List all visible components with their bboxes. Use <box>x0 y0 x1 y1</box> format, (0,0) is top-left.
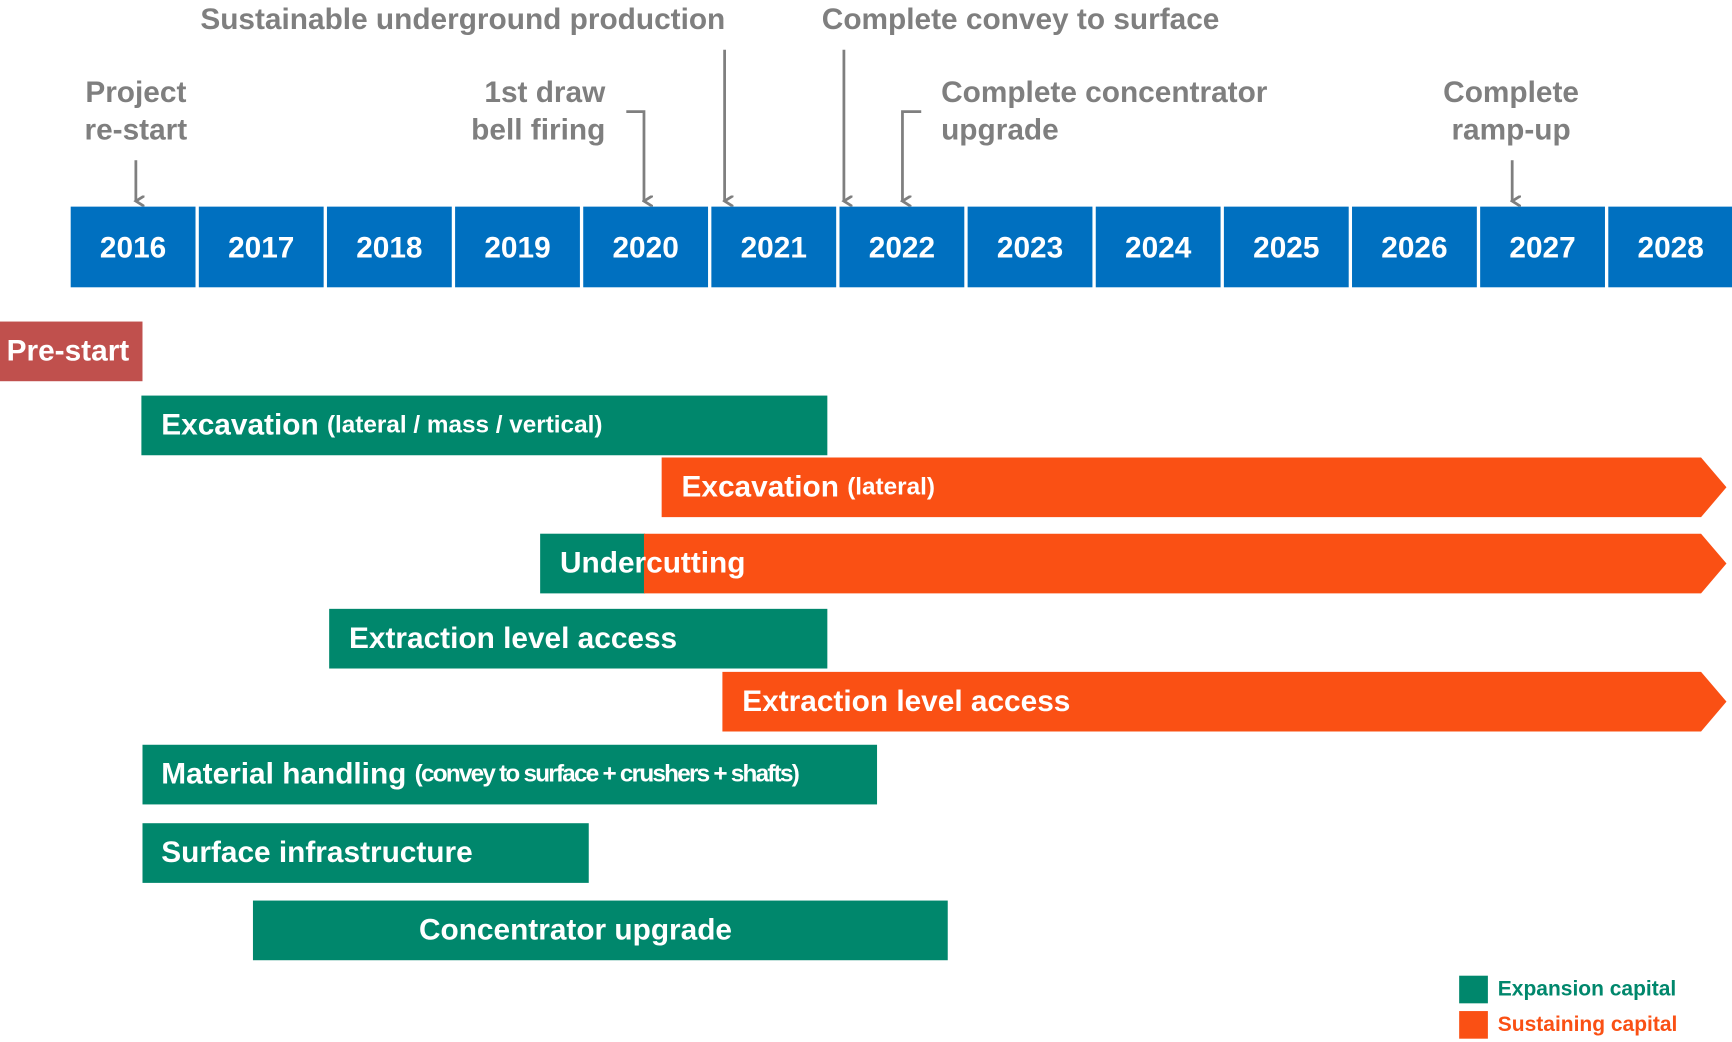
bar <box>141 395 828 456</box>
year-box <box>1608 206 1732 288</box>
bar <box>540 533 646 594</box>
bar-label: Material handling (convey to surface + c… <box>161 758 798 791</box>
bar-label: Extraction level access <box>349 622 677 655</box>
milestone-label: 1st draw <box>484 76 606 109</box>
bar-label: Excavation (lateral) <box>682 470 935 503</box>
bar-title: Extraction level access <box>742 685 1070 718</box>
bar <box>722 671 1727 732</box>
year-label: 2018 <box>356 232 422 265</box>
milestone-label: re-start <box>85 113 188 146</box>
bar-sublabel: (lateral / mass / vertical) <box>327 412 602 439</box>
milestone-label: Complete <box>1443 76 1579 109</box>
year-box <box>70 206 196 288</box>
bar-label: Surface infrastructure <box>161 836 472 869</box>
bar-title: Excavation <box>682 470 839 503</box>
bar <box>643 533 1727 594</box>
bar-space <box>839 470 847 503</box>
milestone-label: Complete convey to surface <box>822 3 1220 36</box>
bar-label: Excavation (lateral / mass / vertical) <box>161 408 602 441</box>
bar <box>661 457 1727 518</box>
bar-title: Excavation <box>161 408 318 441</box>
bar <box>329 608 828 669</box>
bar-space <box>319 408 327 441</box>
bar <box>142 823 589 883</box>
year-label: 2025 <box>1253 232 1319 265</box>
milestone-label: bell firing <box>471 113 605 146</box>
year-box <box>198 206 324 288</box>
year-box <box>583 206 709 288</box>
year-label: 2024 <box>1125 232 1192 265</box>
year-label: 2019 <box>484 232 550 265</box>
year-label: 2028 <box>1638 232 1704 265</box>
bar-title: Surface infrastructure <box>161 836 472 869</box>
legend-label: Expansion capital <box>1498 978 1676 1001</box>
year-label: 2027 <box>1509 232 1575 265</box>
bar-title: Concentrator upgrade <box>419 913 732 946</box>
milestone-label: upgrade <box>941 113 1059 146</box>
year-label: 2017 <box>228 232 294 265</box>
year-box <box>455 206 580 288</box>
year-box <box>326 206 452 288</box>
milestone-arrow <box>902 110 922 202</box>
milestone-label: Project <box>85 76 186 109</box>
milestone-label: Complete concentrator <box>941 76 1268 109</box>
milestone-label: Sustainable underground production <box>200 3 725 36</box>
bar-label: Undercutting <box>560 547 745 580</box>
year-box <box>1095 206 1221 288</box>
year-box <box>839 206 965 288</box>
year-label: 2021 <box>741 232 807 265</box>
legend-label: Sustaining capital <box>1498 1013 1678 1036</box>
bar-sublabel: (lateral) <box>847 474 935 501</box>
year-label: 2026 <box>1381 232 1447 265</box>
milestone-label: ramp-up <box>1451 113 1570 146</box>
bar <box>142 744 878 805</box>
bar-space <box>406 758 414 791</box>
bar-title: Pre-start <box>7 334 130 367</box>
legend-swatch <box>1459 975 1488 1004</box>
bar <box>252 900 948 961</box>
milestone-arrow <box>626 110 644 202</box>
year-label: 2016 <box>100 232 166 265</box>
bar-title: Undercutting <box>560 547 745 580</box>
year-label: 2020 <box>612 232 678 265</box>
year-box <box>1352 206 1477 288</box>
bar <box>0 321 143 382</box>
bar-title: Material handling <box>161 758 406 791</box>
year-box <box>1223 206 1349 288</box>
year-label: 2022 <box>869 232 935 265</box>
year-label: 2023 <box>997 232 1063 265</box>
bar-sublabel: (convey to surface + crushers + shafts) <box>415 761 799 788</box>
bar-title: Extraction level access <box>349 622 677 655</box>
year-box <box>967 206 1093 288</box>
bar-label: Concentrator upgrade <box>419 913 732 946</box>
legend-swatch <box>1459 1011 1488 1039</box>
bar-label: Extraction level access <box>742 685 1070 718</box>
bar-label: Pre-start <box>7 334 130 367</box>
year-box <box>1480 206 1605 288</box>
year-box <box>711 206 837 288</box>
